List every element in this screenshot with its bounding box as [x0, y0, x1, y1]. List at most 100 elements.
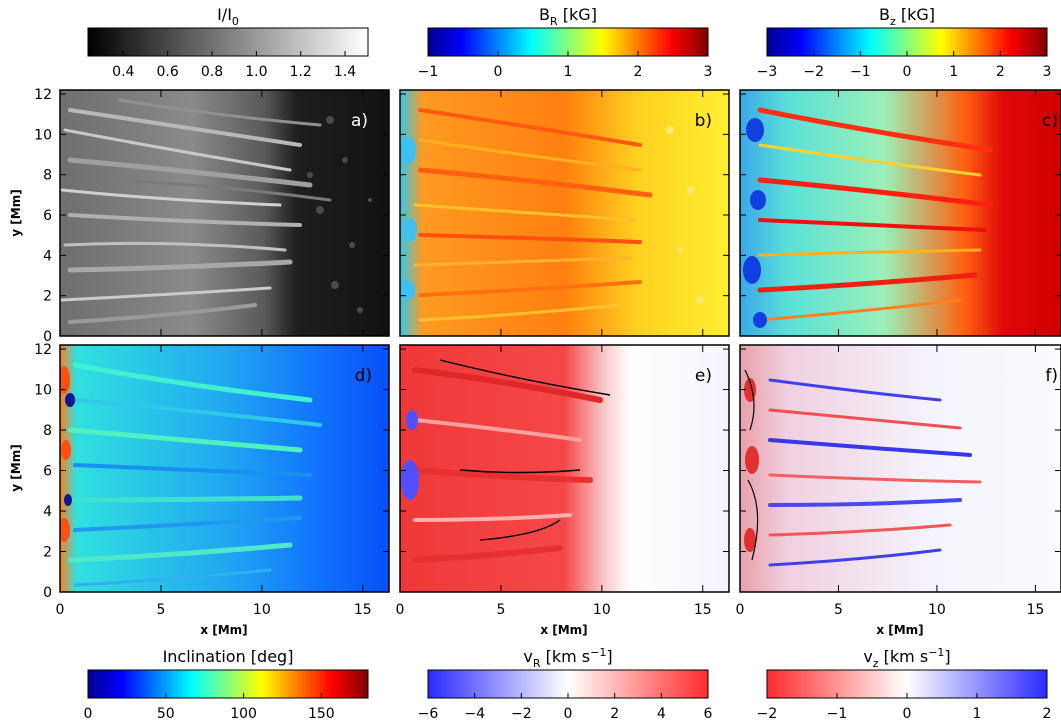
- colorbar-tick-label: 1.0: [245, 64, 267, 80]
- colorbar-tick-label: −2: [511, 706, 532, 722]
- panel-b: b): [399, 89, 730, 337]
- panel-b-filaments: [400, 108, 704, 322]
- colorbar-tick-label: 50: [157, 706, 175, 722]
- y-tick-label: 10: [34, 127, 52, 143]
- colorbar-tick-labels: −2 −1 0 1 2: [757, 693, 1052, 722]
- y-tick-label: 6: [43, 464, 52, 480]
- y-tick-label: 2: [43, 289, 52, 305]
- colorbar-tick-label: 4: [657, 706, 666, 722]
- colorbar-tick-label: 1.4: [334, 64, 356, 80]
- colorbar-title: Bz [kG]: [879, 5, 935, 28]
- panel-a-filaments: [60, 98, 372, 324]
- panel-a: a): [59, 89, 390, 337]
- colorbar-tick-label: −6: [418, 706, 439, 722]
- panel-d-filaments: [60, 362, 322, 587]
- x-axis-title: x [Mm]: [876, 623, 923, 637]
- colorbar-title: BR [kG]: [539, 5, 597, 28]
- colorbar-tick-label: −3: [757, 64, 778, 80]
- colorbar-tick-label: 1: [949, 64, 958, 80]
- x-axis-title: x [Mm]: [540, 623, 587, 637]
- x-tick-label: 0: [736, 602, 745, 618]
- x-tick-label: 10: [593, 602, 611, 618]
- x-tick-label: 5: [156, 602, 165, 618]
- colorbar-tick-label: 0: [564, 706, 573, 722]
- colorbar-tick-label: −1: [827, 706, 848, 722]
- colorbar-tick-label: −1: [850, 64, 871, 80]
- panel-f: f): [739, 344, 1061, 593]
- colorbar-title: vR [km s−1]: [523, 646, 612, 670]
- panel-f-filaments: [744, 369, 982, 567]
- colorbar-scale: [87, 669, 369, 699]
- y-axis-title: y [Mm]: [9, 189, 23, 236]
- x-tick-label: 5: [496, 602, 505, 618]
- colorbar-tick-label: 0: [903, 706, 912, 722]
- colorbar-tick-label: 2: [634, 64, 643, 80]
- colorbar-vr: vR [km s−1] −6 −4 −2 0 2 4 6: [418, 646, 713, 722]
- colorbar-tick-labels: −3 −2 −1 0 1 2 3: [757, 51, 1052, 80]
- y-tick-label: 10: [34, 383, 52, 399]
- y-tick-label: 0: [43, 585, 52, 601]
- colorbar-tick-label: 0.4: [112, 64, 134, 80]
- colorbar-title: vz [km s−1]: [863, 646, 950, 670]
- colorbar-tick-label: 3: [1043, 64, 1052, 80]
- colorbar-tick-label: 0: [494, 64, 503, 80]
- colorbar-tick-label: 1.2: [290, 64, 312, 80]
- colorbar-tick-label: 3: [704, 64, 713, 80]
- colorbar-tick-label: 6: [704, 706, 713, 722]
- panel-label: c): [1042, 111, 1058, 131]
- colorbar-tick-label: 2: [996, 64, 1005, 80]
- colorbar-tick-label: 150: [308, 706, 335, 722]
- x-tick-label: 0: [396, 602, 405, 618]
- colorbar-tick-labels: 0 50 100 150: [84, 693, 335, 722]
- colorbar-title: Inclination [deg]: [163, 647, 294, 666]
- x-tick-label: 10: [928, 602, 946, 618]
- panel-label: b): [695, 111, 712, 131]
- colorbar-vz: vz [km s−1] −2 −1 0 1 2: [757, 646, 1052, 722]
- x-tick-label: 15: [1026, 602, 1044, 618]
- y-tick-label: 8: [43, 423, 52, 439]
- x-tick-label: 15: [694, 602, 712, 618]
- y-tick-label: 4: [43, 504, 52, 520]
- x-tick-label: 0: [56, 602, 65, 618]
- colorbar-tick-label: 1: [973, 706, 982, 722]
- colorbar-tick-label: −2: [757, 706, 778, 722]
- colorbar-tick-labels: 0.4 0.6 0.8 1.0 1.2 1.4: [112, 51, 356, 80]
- panel-c-filaments: [743, 107, 993, 328]
- colorbar-tick-label: −1: [418, 64, 439, 80]
- colorbar-tick-label: 100: [230, 706, 257, 722]
- panel-label: e): [695, 366, 712, 386]
- colorbar-inclination: Inclination [deg] 0 50 100 150: [84, 647, 369, 722]
- colorbar-tick-label: 0.8: [201, 64, 223, 80]
- x-tick-label: 5: [834, 602, 843, 618]
- panel-d: d): [59, 344, 390, 593]
- colorbar-tick-label: 0: [903, 64, 912, 80]
- panel-label: d): [355, 366, 372, 386]
- colorbar-tick-label: 2: [610, 706, 619, 722]
- x-tick-label: 10: [253, 602, 271, 618]
- colorbar-title: I/I0: [217, 5, 239, 28]
- y-axis-title: y [Mm]: [9, 444, 23, 491]
- x-axis-title: x [Mm]: [200, 623, 247, 637]
- colorbar-tick-label: −2: [803, 64, 824, 80]
- panel-e: e): [399, 344, 730, 593]
- panel-label: f): [1045, 366, 1058, 386]
- y-tick-label: 2: [43, 545, 52, 561]
- y-tick-label: 6: [43, 208, 52, 224]
- y-tick-label: 12: [34, 342, 52, 358]
- colorbar-tick-labels: −6 −4 −2 0 2 4 6: [418, 693, 713, 722]
- colorbar-tick-label: 2: [1043, 706, 1052, 722]
- y-tick-label: 0: [43, 329, 52, 345]
- y-tick-label: 8: [43, 168, 52, 184]
- colorbar-br: BR [kG] −1 0 1 2 3: [418, 5, 713, 80]
- panel-label: a): [351, 111, 368, 131]
- colorbar-intensity: I/I0 0.4 0.6 0.8 1.0 1.2 1.4: [87, 5, 369, 80]
- colorbar-tick-label: 0.6: [156, 64, 178, 80]
- colorbar-tick-labels: −1 0 1 2 3: [418, 51, 713, 80]
- colorbar-tick-label: 0: [84, 706, 93, 722]
- x-tick-label: 15: [354, 602, 372, 618]
- x-axes: 0 5 10 15 0 5 10 15 0 5 10 15: [56, 90, 1044, 618]
- panel-e-filaments: [401, 359, 611, 563]
- colorbar-tick-label: −4: [464, 706, 485, 722]
